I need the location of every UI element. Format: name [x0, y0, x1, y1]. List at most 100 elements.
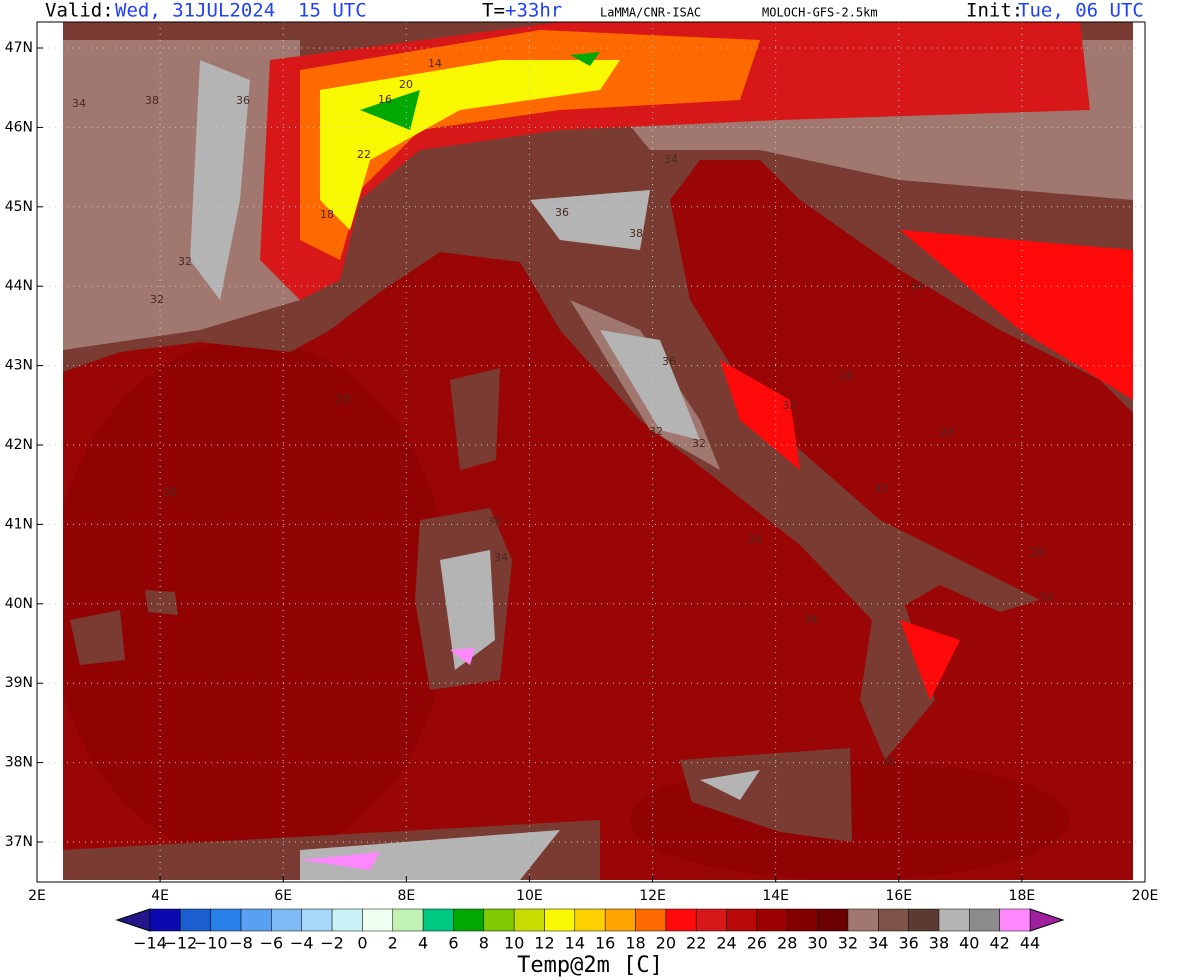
contour-label: 28 — [336, 393, 350, 406]
map-field — [63, 22, 1133, 880]
colorbar-label: −6 — [260, 934, 284, 953]
colorbar-label: 34 — [868, 934, 888, 953]
colorbar-box — [726, 908, 758, 932]
colorbar-label: 44 — [1020, 934, 1040, 953]
colorbar-label: −14 — [133, 934, 167, 953]
colorbar-box — [604, 908, 636, 932]
contour-label: 28 — [748, 533, 762, 546]
contour-label: 36 — [236, 94, 250, 107]
colorbar-label: 0 — [357, 934, 367, 953]
y-tick-label: 38N — [5, 755, 33, 771]
colorbar-label: 12 — [534, 934, 554, 953]
colorbar-label: 30 — [807, 934, 827, 953]
contour-label: 22 — [357, 148, 371, 161]
contour-label: 34 — [804, 613, 818, 626]
contour-label: 32 — [692, 437, 706, 450]
colorbar-box — [513, 908, 545, 932]
contour-label: 28 — [1030, 546, 1044, 559]
contour-label: 14 — [428, 57, 442, 70]
graticule: 2E 4E 6E 8E 10E 12E 14E 16E 18E 20E 47N 46N 45N 44N 43… — [5, 22, 1159, 904]
colorbar-box — [271, 908, 302, 932]
x-tick-label: 16E — [885, 888, 912, 904]
y-tick-label: 43N — [5, 358, 33, 374]
colorbar-label: −10 — [194, 934, 228, 953]
y-tick-label: 44N — [5, 278, 33, 294]
contour-label: 38 — [629, 227, 643, 240]
colorbar-box — [149, 908, 181, 932]
contour-label: 36 — [662, 355, 676, 368]
colorbar-label: 28 — [777, 934, 797, 953]
contour-label: 32 — [649, 425, 663, 438]
colorbar-box — [817, 908, 849, 932]
colorbar-high — [1029, 908, 1065, 932]
colorbar-box — [574, 908, 606, 932]
colorbar-box — [756, 908, 788, 932]
colorbar-box — [999, 908, 1031, 932]
y-tick-label: 40N — [5, 596, 33, 612]
colorbar-label: 16 — [595, 934, 615, 953]
colorbar-label: 20 — [656, 934, 676, 953]
colorbar-label: −4 — [290, 934, 314, 953]
y-tick-label: 39N — [5, 675, 33, 691]
contour-label: 16 — [378, 93, 392, 106]
colorbar-label: 8 — [479, 934, 489, 953]
colorbar-label: 40 — [959, 934, 979, 953]
x-tick-label: 20E — [1132, 888, 1159, 904]
contour-label: 28 — [839, 369, 853, 382]
colorbar-label: 10 — [504, 934, 524, 953]
valid-time: Wed, 31JUL2024 15 UTC — [115, 0, 367, 22]
colorbar-box — [938, 908, 970, 932]
x-tick-label: 4E — [151, 888, 169, 904]
colorbar-box — [665, 908, 697, 932]
colorbar-label: 2 — [388, 934, 398, 953]
x-tick-label: 18E — [1009, 888, 1036, 904]
x-tick-label: 8E — [397, 888, 415, 904]
colorbar-label: 42 — [989, 934, 1009, 953]
colorbar-box — [240, 908, 272, 932]
colorbar-label: −8 — [229, 934, 253, 953]
contour-label: 20 — [399, 78, 413, 91]
x-tick-label: 12E — [639, 888, 666, 904]
contour-label: 34 — [72, 97, 86, 110]
model: MOLOCH-GFS-2.5km — [762, 6, 878, 20]
colorbar-box — [180, 908, 211, 932]
x-tick-label: 14E — [762, 888, 789, 904]
y-tick-label: 37N — [5, 834, 33, 850]
colorbar-box — [362, 908, 394, 932]
colorbar-box — [210, 908, 242, 932]
colorbar-box — [878, 908, 909, 932]
contour-label: 36 — [488, 515, 502, 528]
colorbar-box — [969, 908, 1000, 932]
colorbar-label: −2 — [320, 934, 344, 953]
colorbar-box — [847, 908, 879, 932]
colorbar-box — [544, 908, 576, 932]
colorbar-label: 6 — [448, 934, 458, 953]
contour-label: 34 — [1039, 591, 1053, 604]
colorbar-box — [392, 908, 424, 932]
colorbar-label: 22 — [686, 934, 706, 953]
colorbar-box — [453, 908, 485, 932]
colorbar-label: 4 — [418, 934, 428, 953]
lead-label: T= — [482, 0, 505, 22]
colorbar-label: 26 — [747, 934, 767, 953]
colorbar-box — [483, 908, 515, 932]
colorbar-box — [331, 908, 363, 932]
contour-label: 32 — [782, 399, 796, 412]
y-tick-label: 41N — [5, 516, 33, 532]
x-tick-label: 2E — [28, 888, 46, 904]
x-tick-label: 10E — [516, 888, 543, 904]
contour-label: 36 — [555, 206, 569, 219]
colorbar-title: Temp@2m [C] — [517, 953, 663, 978]
contour-label: 30 — [881, 755, 895, 768]
contour-label: 34 — [494, 551, 508, 564]
init-time: Tue, 06 UTC — [1018, 0, 1144, 22]
colorbar-label: 38 — [929, 934, 949, 953]
contour-label: 34 — [910, 280, 924, 293]
colorbar-box — [786, 908, 818, 932]
colorbar-box — [908, 908, 940, 932]
init-label: Init: — [966, 0, 1023, 22]
y-tick-label: 42N — [5, 437, 33, 453]
y-tick-label: 45N — [5, 199, 33, 215]
map-frame — [36, 21, 1146, 883]
